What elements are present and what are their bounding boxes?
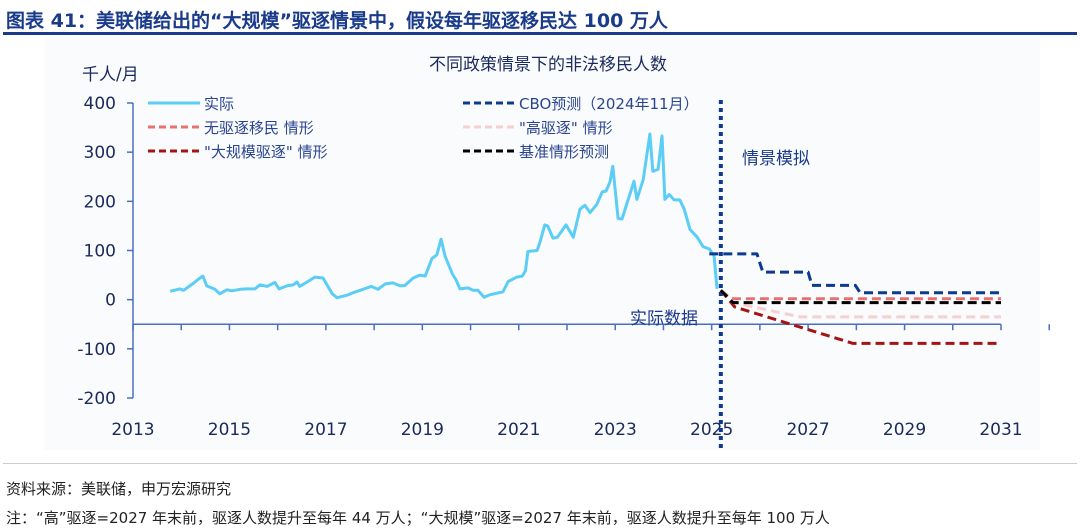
y-tick-label: 300 [84, 143, 116, 163]
chart: 不同政策情景下的非法移民人数 千人/月 400 300 200 100 0 -100 -20… [77, 55, 1050, 450]
legend-label: 基准情形预测 [519, 143, 609, 161]
title-underline [3, 32, 1077, 35]
y-tick-label: -100 [77, 340, 116, 360]
scenario-annotation: 情景模拟 [742, 149, 810, 169]
y-tick-label: 200 [84, 192, 116, 212]
legend-label: 无驱逐移民 情形 [204, 119, 314, 137]
actual-data-annotation: 实际数据 [630, 309, 698, 329]
legend-label: "高驱逐" 情形 [519, 119, 613, 137]
x-tick-label: 2025 [690, 420, 733, 440]
series-line-3 [709, 252, 1001, 295]
y-tick-label: 0 [105, 291, 116, 311]
source-text: 资料来源：美联储，申万宏源研究 [6, 480, 232, 498]
series-line-5 [719, 289, 1001, 305]
x-tick-label: 2017 [304, 420, 347, 440]
y-tick-label: -200 [77, 389, 116, 409]
chart-title: 不同政策情景下的非法移民人数 [429, 55, 667, 75]
x-tick-label: 2031 [979, 420, 1022, 440]
legend-label: 实际 [204, 95, 234, 113]
note-text: 注：“高”驱逐=2027 年末前，驱逐人数提升至每年 44 万人；“大规模”驱逐… [6, 509, 830, 527]
x-tick-label: 2021 [497, 420, 540, 440]
y-axis-label: 千人/月 [82, 65, 139, 85]
y-tick-label: 100 [84, 242, 116, 262]
legend-label: CBO预测（2024年11月） [519, 95, 699, 113]
figure-title: 图表 41：美联储给出的“大规模”驱逐情景中，假设每年驱逐移民达 100 万人 [6, 10, 668, 32]
x-tick-label: 2029 [883, 420, 926, 440]
x-tick-label: 2027 [786, 420, 829, 440]
footer-divider [3, 463, 1077, 464]
series-line-1 [719, 289, 1001, 301]
x-tick-label: 2023 [594, 420, 637, 440]
chart-panel [45, 38, 1040, 450]
x-tick-label: 2019 [401, 420, 444, 440]
x-tick-label: 2015 [208, 420, 251, 440]
y-tick-label: 400 [84, 94, 116, 114]
x-tick-label: 2013 [111, 420, 154, 440]
legend-label: "大规模驱逐" 情形 [204, 143, 328, 161]
series-line-0 [169, 132, 719, 300]
